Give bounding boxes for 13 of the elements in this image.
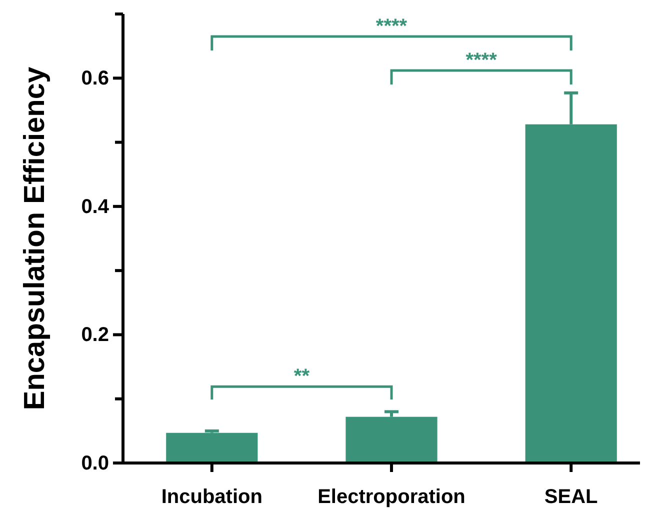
x-tick-label: Incubation bbox=[161, 486, 262, 508]
bar bbox=[346, 416, 438, 463]
bar bbox=[166, 432, 258, 463]
y-tick-label: 0.6 bbox=[81, 68, 109, 90]
y-axis-title: Encapsulation Efficiency bbox=[19, 66, 51, 410]
annotation: **** bbox=[376, 15, 408, 38]
x-tick-label: Electroporation bbox=[318, 486, 466, 508]
annotation: **** bbox=[466, 49, 498, 72]
y-tick-label: 0.2 bbox=[81, 324, 109, 346]
annotation: ** bbox=[294, 366, 310, 388]
y-tick-label: 0.4 bbox=[81, 196, 110, 218]
y-tick-label: 0.0 bbox=[81, 452, 109, 474]
x-tick-label: SEAL bbox=[544, 486, 598, 508]
